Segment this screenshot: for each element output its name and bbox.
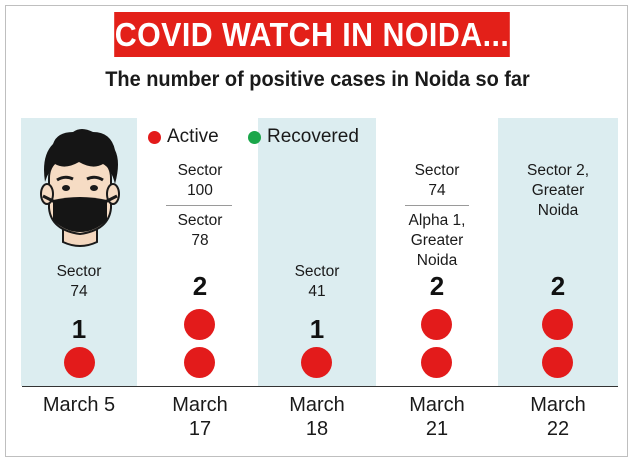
date-march-22: March 22: [498, 393, 618, 441]
date-line: March: [530, 394, 586, 416]
sector-line: Alpha 1,: [408, 212, 466, 229]
date-line: 17: [188, 418, 212, 440]
column-march-5: Sector 74 1: [21, 118, 137, 386]
recovered-dot-icon: [248, 130, 261, 144]
sector-line: Greater: [410, 232, 464, 249]
active-case-dot: [542, 347, 573, 378]
sector-label: Sector 2, Greater Noida: [498, 161, 618, 221]
sector-line: 78: [191, 232, 209, 249]
sector-separator: [166, 205, 232, 206]
sector-line: Sector: [56, 263, 102, 280]
column-march-21: Sector 74 Alpha 1, Greater Noida 2: [377, 118, 497, 386]
sector-label: Sector 100: [140, 161, 260, 201]
legend-active-label: Active: [167, 126, 219, 147]
date-line: March: [409, 394, 465, 416]
column-shade-5: [498, 118, 618, 386]
column-shade-3: [258, 118, 376, 386]
sector-line: 74: [428, 182, 446, 199]
case-count: 1: [309, 314, 325, 344]
date-line: March: [289, 394, 345, 416]
column-march-17: Sector 100 Sector 78 2: [140, 118, 260, 386]
sector-line: Sector: [177, 212, 223, 229]
legend-recovered: Recovered: [248, 126, 359, 148]
active-case-dot: [184, 309, 215, 340]
sector-line: 74: [70, 283, 88, 300]
case-count: 2: [429, 271, 445, 301]
title-banner: COVID WATCH IN NOIDA...: [114, 12, 510, 57]
case-count: 1: [71, 314, 87, 344]
case-count: 2: [192, 271, 208, 301]
active-case-dot: [64, 347, 95, 378]
active-case-dot: [301, 347, 332, 378]
date-march-17: March 17: [140, 393, 260, 441]
sector-label: Alpha 1, Greater Noida: [377, 211, 497, 271]
active-case-dot: [421, 309, 452, 340]
date-line: 22: [546, 418, 570, 440]
active-case-dot: [421, 347, 452, 378]
sector-line: Sector: [414, 162, 460, 179]
sector-line: Sector 2,: [526, 162, 590, 179]
sector-separator: [405, 205, 469, 206]
sector-line: Noida: [537, 202, 579, 219]
date-march-21: March 21: [377, 393, 497, 441]
masked-person-icon: [40, 129, 120, 247]
active-case-dot: [542, 309, 573, 340]
sector-line: Noida: [416, 252, 458, 269]
timeline-baseline: [22, 386, 618, 387]
sector-label: Sector 74: [377, 161, 497, 201]
case-count: 2: [550, 271, 566, 301]
date-line: March 5: [42, 394, 116, 416]
active-case-dot: [184, 347, 215, 378]
sector-line: Sector: [294, 263, 340, 280]
sector-line: 100: [187, 182, 213, 199]
date-march-5: March 5: [21, 393, 137, 417]
sector-label: Sector 78: [140, 211, 260, 251]
sector-label: Sector 41: [258, 262, 376, 302]
date-line: 21: [425, 418, 449, 440]
sector-line: Greater: [531, 182, 585, 199]
title-text: COVID WATCH IN NOIDA...: [114, 15, 510, 53]
column-march-22: Sector 2, Greater Noida 2: [498, 118, 618, 386]
sector-label: Sector 74: [21, 262, 137, 302]
column-march-18: Sector 41 1: [258, 118, 376, 386]
legend-active: Active: [148, 126, 219, 148]
legend-recovered-label: Recovered: [267, 126, 359, 147]
sector-line: Sector: [177, 162, 223, 179]
sector-line: 41: [308, 283, 326, 300]
subtitle: The number of positive cases in Noida so…: [105, 68, 530, 91]
date-line: 18: [305, 418, 329, 440]
date-line: March: [172, 394, 228, 416]
date-march-18: March 18: [258, 393, 376, 441]
active-dot-icon: [148, 130, 161, 144]
